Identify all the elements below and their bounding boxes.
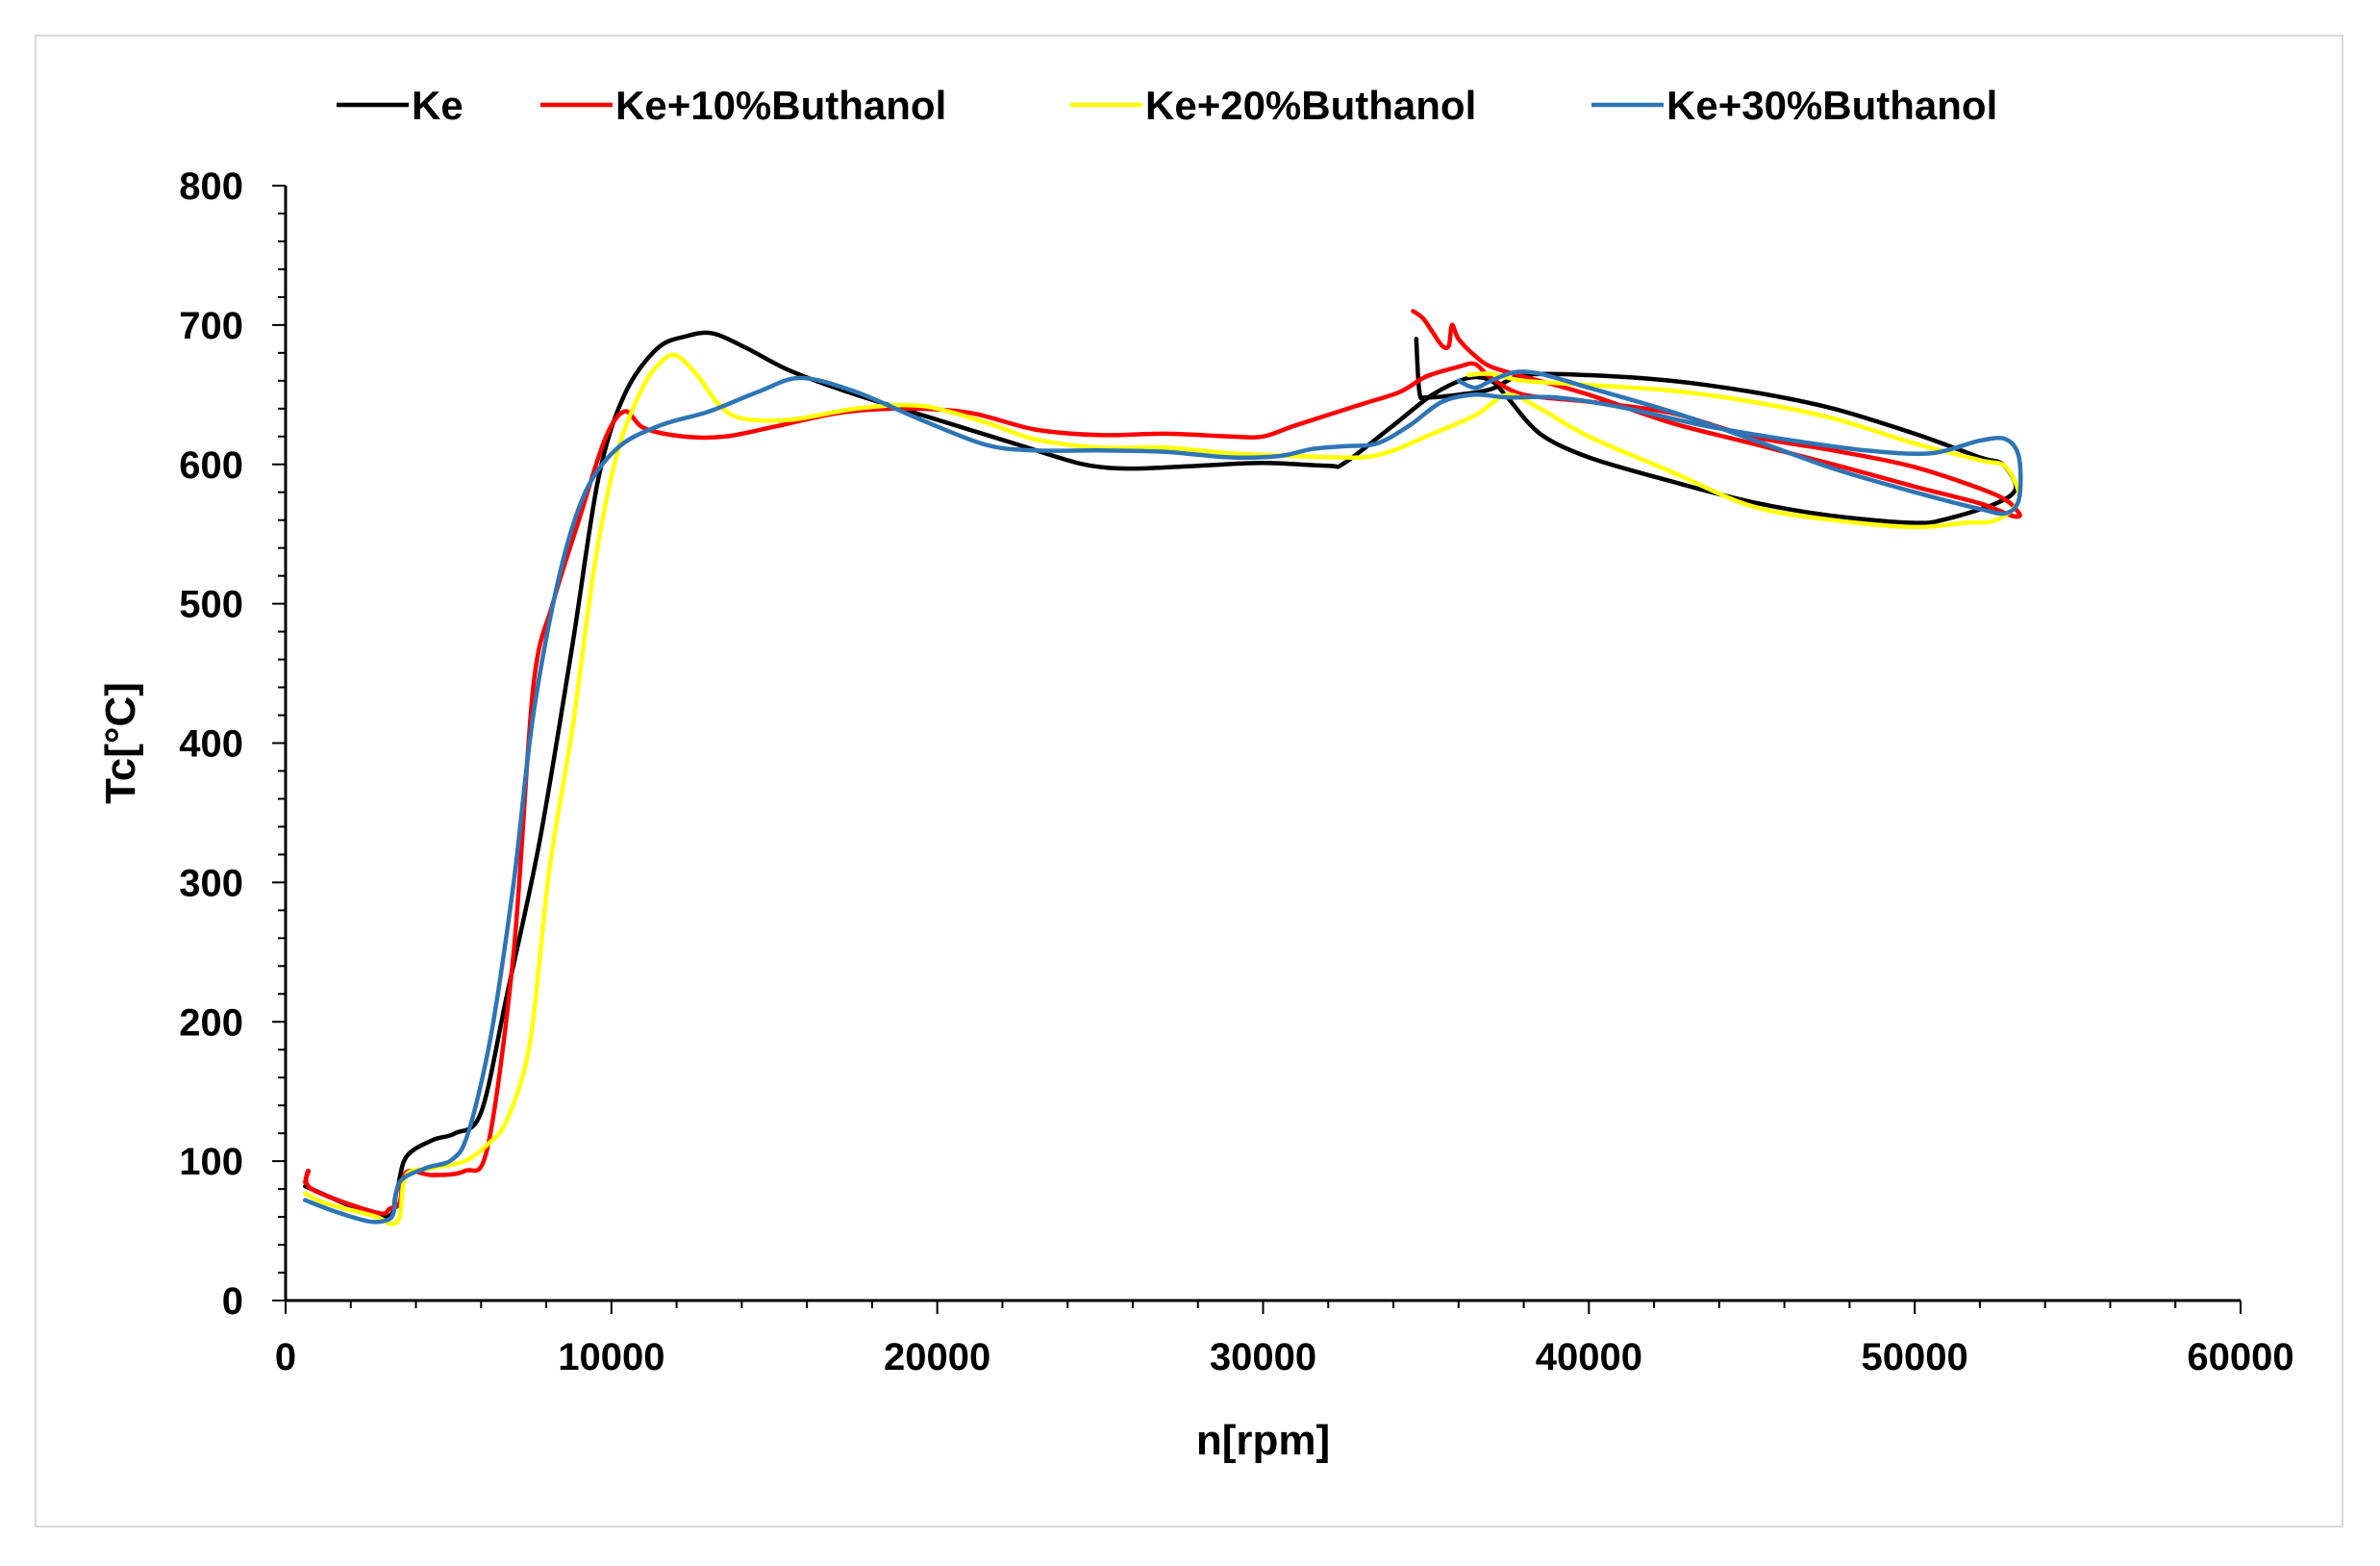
x-tick-label: 30000 <box>1210 1336 1316 1378</box>
y-tick-label: 600 <box>179 444 243 487</box>
y-tick-label: 800 <box>179 165 243 208</box>
y-axis-ticks: 0 100 200 300 400 500 600 700 800 <box>179 165 286 1323</box>
legend-label-4: Ke+30%Buthanol <box>1666 83 1997 128</box>
legend-label-1: Ke <box>412 83 463 128</box>
series-line-3 <box>303 352 2021 1226</box>
legend-label-3: Ke+20%Buthanol <box>1145 83 1476 128</box>
y-axis-title: Tc[°C] <box>97 682 144 804</box>
legend-label-2: Ke+10%Buthanol <box>615 83 946 128</box>
y-tick-label: 300 <box>179 862 243 904</box>
y-tick-label: 400 <box>179 723 243 766</box>
x-tick-label: 0 <box>275 1336 296 1378</box>
chart-frame <box>35 35 2343 1528</box>
y-tick-label: 500 <box>179 584 243 626</box>
series-layer <box>303 309 2023 1226</box>
x-tick-label: 60000 <box>2187 1336 2293 1378</box>
x-axis-title: n[rpm] <box>1196 1417 1330 1464</box>
x-tick-label: 40000 <box>1536 1336 1642 1378</box>
series-line-4 <box>303 369 2023 1225</box>
x-tick-label: 10000 <box>558 1336 664 1378</box>
x-axis-ticks: 0 10000 20000 30000 40000 50000 60000 <box>275 1301 2294 1378</box>
y-tick-label: 700 <box>179 305 243 347</box>
y-tick-label: 200 <box>179 1001 243 1044</box>
axes: 0 100 200 300 400 500 600 700 800 0 10000 20000 300… <box>179 165 2293 1378</box>
legend: Ke Ke+10%Buthanol Ke+20%Buthanol Ke+30%Buth… <box>337 83 1997 128</box>
series-line-1 <box>303 330 2018 1220</box>
y-tick-label: 100 <box>179 1141 243 1183</box>
x-tick-label: 50000 <box>1862 1336 1968 1378</box>
y-tick-label: 0 <box>222 1280 243 1323</box>
x-tick-label: 20000 <box>884 1336 990 1378</box>
